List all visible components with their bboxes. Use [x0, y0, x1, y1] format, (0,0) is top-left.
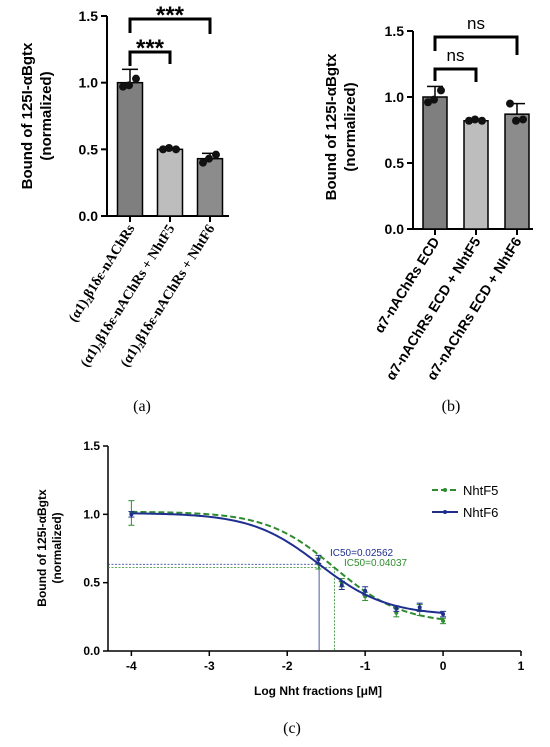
y-axis-label: Bound of 125I-αBgtx(normalized): [19, 42, 55, 189]
data-point: [478, 116, 486, 125]
data-point: [129, 512, 134, 517]
y-axis-label: Bound of 125I-αBgtx(normalized): [323, 53, 359, 200]
y-tick-label: 1.0: [79, 75, 99, 91]
data-point: [424, 98, 432, 107]
data-point: [165, 144, 173, 152]
panel-label: (c): [283, 720, 301, 737]
y-tick-label: 0.5: [79, 141, 99, 157]
panel-c: 0.0 0.5 1.0 1.5 -4 -3 -2 -1 0 1 Log Nht fractions …: [35, 439, 525, 737]
significance-label: ***: [156, 2, 185, 29]
data-point: [441, 618, 446, 623]
legend-marker: [443, 488, 447, 492]
significance-bracket: [433, 35, 519, 55]
significance-label: ***: [136, 35, 165, 62]
data-point: [125, 81, 133, 90]
significance-bracket: [433, 67, 478, 82]
panel-label: (a): [133, 398, 151, 415]
y-axis-label-line: (normalized): [50, 512, 64, 583]
x-tick-label: 0: [440, 659, 447, 673]
fit-curve-NhtF5: [131, 510, 444, 621]
bar: [504, 113, 530, 230]
y-tick-label: 1.5: [83, 439, 100, 453]
legend-marker: [443, 510, 447, 514]
data-point: [465, 116, 473, 125]
y-axis-label-line: Bound of 125I-αBgtx: [323, 53, 340, 200]
y-axis-label-line: Bound of 125I-αBgtx: [19, 42, 36, 189]
x-tick-label: -1: [360, 659, 371, 673]
significance-bracket: [128, 17, 212, 34]
x-tick-label: 1: [518, 659, 525, 673]
significance-label: ns: [447, 46, 465, 65]
data-point: [437, 86, 445, 95]
bar: [156, 148, 184, 217]
y-tick-label: 0.0: [79, 208, 99, 224]
x-tick-label: -3: [204, 659, 215, 673]
bar: [463, 120, 489, 230]
y-tick-label: 0.0: [385, 221, 405, 237]
panel-b: 0.0 0.5 1.0 1.5 Bound of 125I-αBgtx (normaliz…: [323, 14, 533, 415]
data-point: [199, 158, 207, 167]
ic50-label: IC50=0.02562: [330, 548, 394, 559]
legend-label: NhtF5: [463, 483, 498, 498]
bar: [422, 96, 448, 230]
panel-a: 0.0 0.5 1.0 1.5 Bound of 125I-αBgtx (normaliz…: [19, 2, 229, 415]
data-point: [159, 145, 167, 154]
x-tick-label: -4: [126, 659, 137, 673]
data-point: [441, 612, 446, 617]
significance-bracket: [128, 50, 172, 66]
x-tick-label: -2: [282, 659, 293, 673]
data-point: [363, 588, 368, 593]
legend: NhtF5 NhtF6: [432, 483, 498, 520]
y-tick-label: 0.5: [83, 576, 100, 590]
ic50-label: IC50=0.04037: [344, 558, 408, 569]
data-point: [339, 583, 344, 588]
y-tick-label: 0.0: [83, 644, 100, 658]
data-point: [132, 74, 140, 83]
data-point: [316, 557, 321, 562]
y-tick-label: 1.5: [385, 23, 405, 39]
data-point: [172, 145, 180, 154]
data-point: [430, 95, 438, 104]
y-tick-label: 1.0: [83, 507, 100, 521]
y-axis-label-line: (normalized): [342, 82, 359, 171]
y-tick-label: 0.5: [385, 155, 405, 171]
bar: [116, 81, 144, 217]
data-point: [512, 116, 520, 125]
y-axis-label-line: Bound of 125I-αBgtx: [35, 489, 49, 607]
data-point: [394, 606, 399, 611]
y-tick-label: 1.5: [79, 8, 99, 24]
y-tick-label: 1.0: [385, 89, 405, 105]
data-point: [119, 82, 127, 91]
data-point: [471, 115, 479, 124]
legend-label: NhtF6: [463, 505, 498, 520]
data-point: [212, 150, 220, 159]
x-axis-label: Log Nht fractions [μM]: [254, 684, 382, 698]
fit-curve-NhtF6: [131, 512, 444, 614]
y-axis-label: Bound of 125I-αBgtx(normalized): [35, 489, 64, 607]
data-point: [519, 115, 527, 124]
data-point: [417, 605, 422, 610]
data-point: [506, 99, 514, 108]
y-axis-label-line: (normalized): [38, 71, 55, 160]
data-point: [205, 154, 213, 163]
bar: [196, 157, 224, 217]
significance-label: ns: [467, 14, 485, 33]
panel-label: (b): [442, 398, 461, 415]
